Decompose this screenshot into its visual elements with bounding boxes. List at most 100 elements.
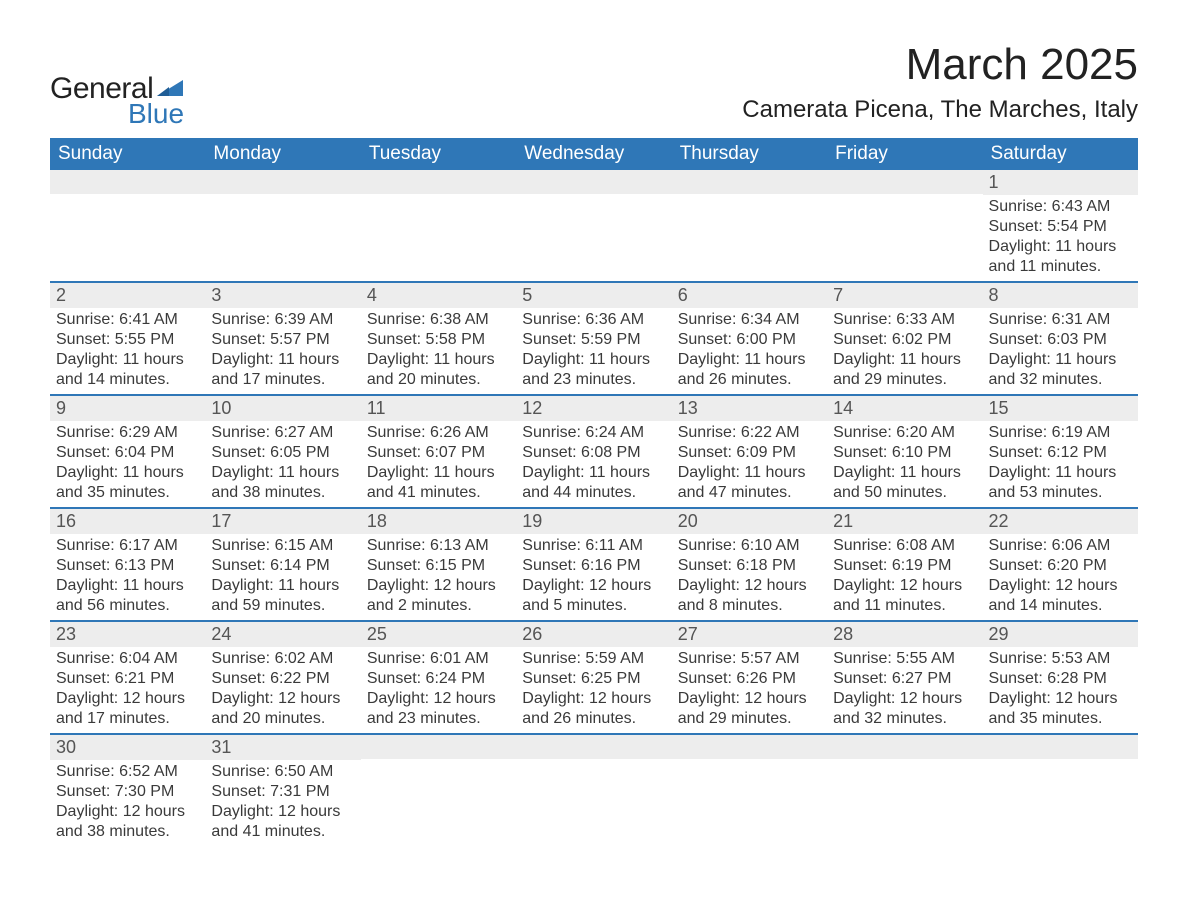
weekday-header: Saturday — [983, 138, 1138, 170]
sunrise-text: Sunrise: 5:59 AM — [522, 649, 665, 669]
day-info: Sunrise: 6:43 AMSunset: 5:54 PMDaylight:… — [983, 195, 1138, 281]
day-number: 2 — [50, 283, 205, 308]
sunset-text: Sunset: 6:18 PM — [678, 556, 821, 576]
daylight-text: Daylight: 12 hours and 35 minutes. — [989, 689, 1132, 729]
brand-triangle-icon — [157, 78, 183, 98]
calendar-day-cell: 5Sunrise: 6:36 AMSunset: 5:59 PMDaylight… — [516, 282, 671, 395]
calendar-day-cell: 4Sunrise: 6:38 AMSunset: 5:58 PMDaylight… — [361, 282, 516, 395]
calendar-day-cell: 2Sunrise: 6:41 AMSunset: 5:55 PMDaylight… — [50, 282, 205, 395]
daylight-text: Daylight: 11 hours and 44 minutes. — [522, 463, 665, 503]
day-number: 20 — [672, 509, 827, 534]
day-number — [50, 170, 205, 194]
day-number: 7 — [827, 283, 982, 308]
day-info: Sunrise: 6:01 AMSunset: 6:24 PMDaylight:… — [361, 647, 516, 733]
day-info: Sunrise: 6:29 AMSunset: 6:04 PMDaylight:… — [50, 421, 205, 507]
day-number: 18 — [361, 509, 516, 534]
weekday-header: Friday — [827, 138, 982, 170]
location-subtitle: Camerata Picena, The Marches, Italy — [742, 96, 1138, 124]
calendar-body: 1Sunrise: 6:43 AMSunset: 5:54 PMDaylight… — [50, 170, 1138, 846]
day-info — [50, 194, 205, 266]
calendar-head: SundayMondayTuesdayWednesdayThursdayFrid… — [50, 138, 1138, 170]
sunset-text: Sunset: 6:03 PM — [989, 330, 1132, 350]
sunrise-text: Sunrise: 5:53 AM — [989, 649, 1132, 669]
daylight-text: Daylight: 12 hours and 41 minutes. — [211, 802, 354, 842]
sunrise-text: Sunrise: 6:41 AM — [56, 310, 199, 330]
day-number: 21 — [827, 509, 982, 534]
calendar-day-cell: 25Sunrise: 6:01 AMSunset: 6:24 PMDayligh… — [361, 621, 516, 734]
brand-logo: General Blue — [50, 40, 184, 130]
day-info: Sunrise: 6:06 AMSunset: 6:20 PMDaylight:… — [983, 534, 1138, 620]
day-info: Sunrise: 5:59 AMSunset: 6:25 PMDaylight:… — [516, 647, 671, 733]
calendar-day-cell: 8Sunrise: 6:31 AMSunset: 6:03 PMDaylight… — [983, 282, 1138, 395]
day-info: Sunrise: 6:04 AMSunset: 6:21 PMDaylight:… — [50, 647, 205, 733]
day-info — [516, 194, 671, 266]
day-number — [516, 735, 671, 759]
day-info: Sunrise: 5:57 AMSunset: 6:26 PMDaylight:… — [672, 647, 827, 733]
daylight-text: Daylight: 11 hours and 32 minutes. — [989, 350, 1132, 390]
sunrise-text: Sunrise: 6:39 AM — [211, 310, 354, 330]
day-info: Sunrise: 6:11 AMSunset: 6:16 PMDaylight:… — [516, 534, 671, 620]
sunset-text: Sunset: 6:12 PM — [989, 443, 1132, 463]
day-info — [205, 194, 360, 266]
day-info: Sunrise: 6:19 AMSunset: 6:12 PMDaylight:… — [983, 421, 1138, 507]
calendar-week-row: 23Sunrise: 6:04 AMSunset: 6:21 PMDayligh… — [50, 621, 1138, 734]
calendar-day-cell: 17Sunrise: 6:15 AMSunset: 6:14 PMDayligh… — [205, 508, 360, 621]
sunset-text: Sunset: 7:30 PM — [56, 782, 199, 802]
calendar-day-cell: 31Sunrise: 6:50 AMSunset: 7:31 PMDayligh… — [205, 734, 360, 846]
day-info: Sunrise: 6:38 AMSunset: 5:58 PMDaylight:… — [361, 308, 516, 394]
day-info — [827, 759, 982, 831]
daylight-text: Daylight: 12 hours and 29 minutes. — [678, 689, 821, 729]
daylight-text: Daylight: 11 hours and 47 minutes. — [678, 463, 821, 503]
sunset-text: Sunset: 6:20 PM — [989, 556, 1132, 576]
sunrise-text: Sunrise: 6:38 AM — [367, 310, 510, 330]
daylight-text: Daylight: 11 hours and 41 minutes. — [367, 463, 510, 503]
daylight-text: Daylight: 12 hours and 23 minutes. — [367, 689, 510, 729]
sunset-text: Sunset: 6:15 PM — [367, 556, 510, 576]
sunset-text: Sunset: 5:57 PM — [211, 330, 354, 350]
day-info: Sunrise: 6:27 AMSunset: 6:05 PMDaylight:… — [205, 421, 360, 507]
day-number: 27 — [672, 622, 827, 647]
daylight-text: Daylight: 12 hours and 38 minutes. — [56, 802, 199, 842]
day-info: Sunrise: 6:17 AMSunset: 6:13 PMDaylight:… — [50, 534, 205, 620]
calendar-day-cell: 26Sunrise: 5:59 AMSunset: 6:25 PMDayligh… — [516, 621, 671, 734]
day-number: 23 — [50, 622, 205, 647]
calendar-day-cell: 14Sunrise: 6:20 AMSunset: 6:10 PMDayligh… — [827, 395, 982, 508]
day-number: 24 — [205, 622, 360, 647]
sunset-text: Sunset: 5:54 PM — [989, 217, 1132, 237]
sunrise-text: Sunrise: 6:10 AM — [678, 536, 821, 556]
day-number: 26 — [516, 622, 671, 647]
day-info — [672, 194, 827, 266]
day-number: 3 — [205, 283, 360, 308]
sunrise-text: Sunrise: 6:50 AM — [211, 762, 354, 782]
sunset-text: Sunset: 5:58 PM — [367, 330, 510, 350]
calendar-day-cell — [672, 734, 827, 846]
day-info — [516, 759, 671, 831]
weekday-header: Thursday — [672, 138, 827, 170]
sunrise-text: Sunrise: 6:22 AM — [678, 423, 821, 443]
calendar-day-cell: 9Sunrise: 6:29 AMSunset: 6:04 PMDaylight… — [50, 395, 205, 508]
sunrise-text: Sunrise: 6:34 AM — [678, 310, 821, 330]
day-number: 29 — [983, 622, 1138, 647]
daylight-text: Daylight: 11 hours and 23 minutes. — [522, 350, 665, 390]
day-info: Sunrise: 6:20 AMSunset: 6:10 PMDaylight:… — [827, 421, 982, 507]
day-number: 28 — [827, 622, 982, 647]
sunrise-text: Sunrise: 6:17 AM — [56, 536, 199, 556]
daylight-text: Daylight: 11 hours and 38 minutes. — [211, 463, 354, 503]
daylight-text: Daylight: 11 hours and 14 minutes. — [56, 350, 199, 390]
sunrise-text: Sunrise: 6:20 AM — [833, 423, 976, 443]
sunrise-text: Sunrise: 5:57 AM — [678, 649, 821, 669]
sunrise-text: Sunrise: 6:19 AM — [989, 423, 1132, 443]
sunset-text: Sunset: 6:05 PM — [211, 443, 354, 463]
sunset-text: Sunset: 6:00 PM — [678, 330, 821, 350]
header: General Blue March 2025 Camerata Picena,… — [50, 40, 1138, 132]
sunrise-text: Sunrise: 6:43 AM — [989, 197, 1132, 217]
calendar-day-cell: 11Sunrise: 6:26 AMSunset: 6:07 PMDayligh… — [361, 395, 516, 508]
day-info: Sunrise: 6:41 AMSunset: 5:55 PMDaylight:… — [50, 308, 205, 394]
calendar-day-cell: 21Sunrise: 6:08 AMSunset: 6:19 PMDayligh… — [827, 508, 982, 621]
day-info: Sunrise: 6:22 AMSunset: 6:09 PMDaylight:… — [672, 421, 827, 507]
day-number: 13 — [672, 396, 827, 421]
day-info — [361, 194, 516, 266]
day-number — [205, 170, 360, 194]
day-number: 30 — [50, 735, 205, 760]
weekday-header: Sunday — [50, 138, 205, 170]
